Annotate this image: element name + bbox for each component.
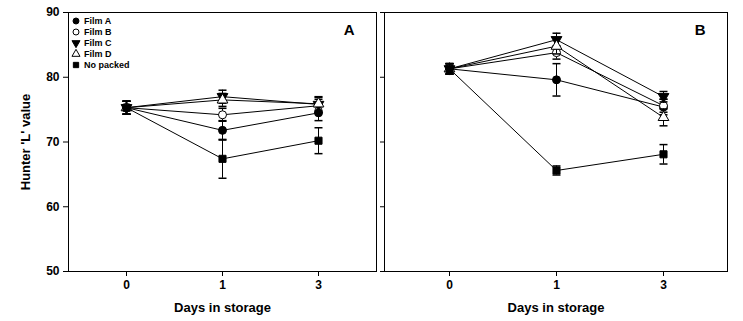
svg-text:Days in storage: Days in storage: [174, 300, 271, 315]
html-text:Film C: Film C: [84, 37, 112, 48]
html-text:Film D: Film D: [84, 48, 112, 59]
svg-text:80: 80: [46, 70, 60, 84]
svg-text:3: 3: [660, 278, 667, 292]
svg-text:Days in storage: Days in storage: [508, 300, 605, 315]
svg-text:0: 0: [123, 278, 130, 292]
svg-text:50: 50: [46, 264, 60, 278]
svg-text:B: B: [695, 21, 706, 38]
svg-text:90: 90: [46, 5, 60, 19]
svg-text:0: 0: [446, 278, 453, 292]
svg-text:1: 1: [553, 278, 560, 292]
html-text:Film B: Film B: [84, 26, 112, 37]
svg-text:70: 70: [46, 135, 60, 149]
svg-text:Hunter 'L' value: Hunter 'L' value: [18, 94, 33, 190]
html-text:No packed: No packed: [84, 59, 130, 70]
svg-text:3: 3: [315, 278, 322, 292]
svg-text:A: A: [344, 21, 355, 38]
svg-text:1: 1: [219, 278, 226, 292]
svg-text:60: 60: [46, 200, 60, 214]
html-text:Film A: Film A: [84, 15, 112, 26]
